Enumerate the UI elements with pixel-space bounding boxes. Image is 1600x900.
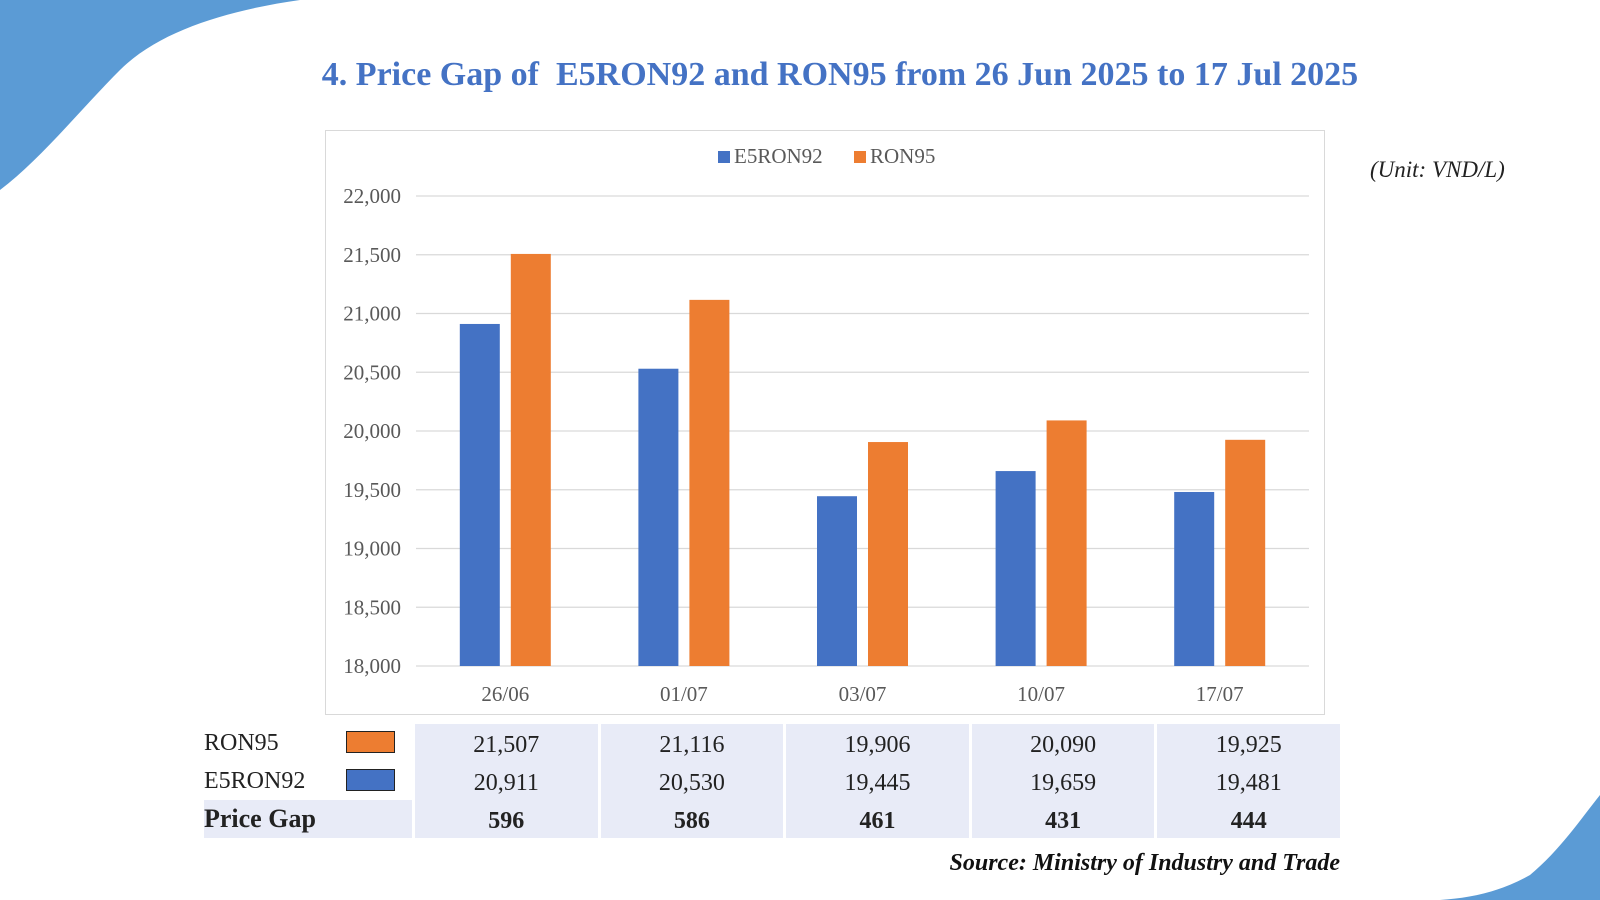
legend-swatch-ron95 — [854, 151, 866, 163]
y-tick-label: 20,000 — [343, 419, 401, 443]
table-cell: 19,925 — [1154, 724, 1340, 762]
legend-label-ron95: RON95 — [870, 144, 935, 168]
x-tick-label: 17/07 — [1196, 682, 1244, 706]
e5ron92-swatch — [346, 769, 395, 791]
table-cell: 586 — [597, 800, 784, 838]
x-tick-label: 26/06 — [481, 682, 529, 706]
table-cell: 20,530 — [597, 762, 784, 800]
table-cell: 21,116 — [597, 724, 784, 762]
decorative-wave-top-left — [0, 0, 300, 190]
bar-ron95-4 — [1225, 439, 1266, 666]
y-tick-label: 19,000 — [343, 537, 401, 561]
bar-e5ron92-3 — [995, 471, 1036, 666]
bar-chart: 18,000 18,500 19,000 19,500 20,000 20,500 21,0… — [325, 130, 1325, 715]
source-note: Source: Ministry of Industry and Trade — [949, 850, 1341, 876]
table-cell: 20,911 — [412, 762, 598, 800]
price-table: RON95 21,507 21,116 19,906 20,090 19,925… — [204, 724, 1340, 838]
legend-label-e5ron92: E5RON92 — [734, 144, 823, 168]
row-label-price-gap: Price Gap — [204, 800, 412, 838]
bar-e5ron92-0 — [459, 323, 500, 666]
row-label-ron95: RON95 — [204, 724, 412, 762]
table-row-price-gap: Price Gap 596 586 461 431 444 — [204, 800, 1340, 838]
bar-ron95-0 — [510, 253, 551, 666]
table-cell: 431 — [968, 800, 1155, 838]
y-tick-label: 21,500 — [343, 243, 401, 267]
ron95-swatch — [346, 731, 395, 753]
table-cell: 21,507 — [412, 724, 598, 762]
table-cell: 596 — [412, 800, 598, 838]
page-title: 4. Price Gap of E5RON92 and RON95 from 2… — [321, 56, 1359, 93]
table-cell: 19,445 — [783, 762, 969, 800]
table-cell: 444 — [1154, 800, 1340, 838]
bar-ron95-1 — [689, 299, 730, 666]
y-tick-label: 18,000 — [343, 654, 401, 678]
decorative-wave-bottom-right — [1440, 795, 1600, 900]
y-tick-label: 19,500 — [343, 478, 401, 502]
table-cell: 20,090 — [968, 724, 1155, 762]
table-cell: 461 — [783, 800, 969, 838]
table-cell: 19,481 — [1154, 762, 1340, 800]
bar-e5ron92-1 — [638, 368, 679, 666]
row-label-e5ron92: E5RON92 — [204, 762, 412, 800]
table-row-ron95: RON95 21,507 21,116 19,906 20,090 19,925 — [204, 724, 1340, 762]
x-tick-label: 03/07 — [839, 682, 887, 706]
chart-canvas: 18,000 18,500 19,000 19,500 20,000 20,500 21,0… — [343, 144, 1309, 706]
bar-e5ron92-4 — [1174, 491, 1215, 666]
bar-e5ron92-2 — [817, 496, 857, 666]
y-tick-label: 18,500 — [343, 595, 401, 619]
bar-ron95-3 — [1046, 420, 1087, 666]
y-tick-label: 20,500 — [343, 360, 401, 384]
table-cell: 19,659 — [968, 762, 1155, 800]
unit-label: (Unit: VND/L) — [1370, 157, 1505, 182]
bar-ron95-2 — [868, 442, 908, 666]
y-tick-label: 21,000 — [343, 302, 401, 326]
x-tick-label: 01/07 — [660, 682, 708, 706]
y-tick-label: 22,000 — [343, 184, 401, 208]
table-cell: 19,906 — [783, 724, 969, 762]
x-tick-label: 10/07 — [1017, 682, 1065, 706]
legend-swatch-e5ron92 — [718, 151, 730, 163]
table-row-e5ron92: E5RON92 20,911 20,530 19,445 19,659 19,4… — [204, 762, 1340, 800]
